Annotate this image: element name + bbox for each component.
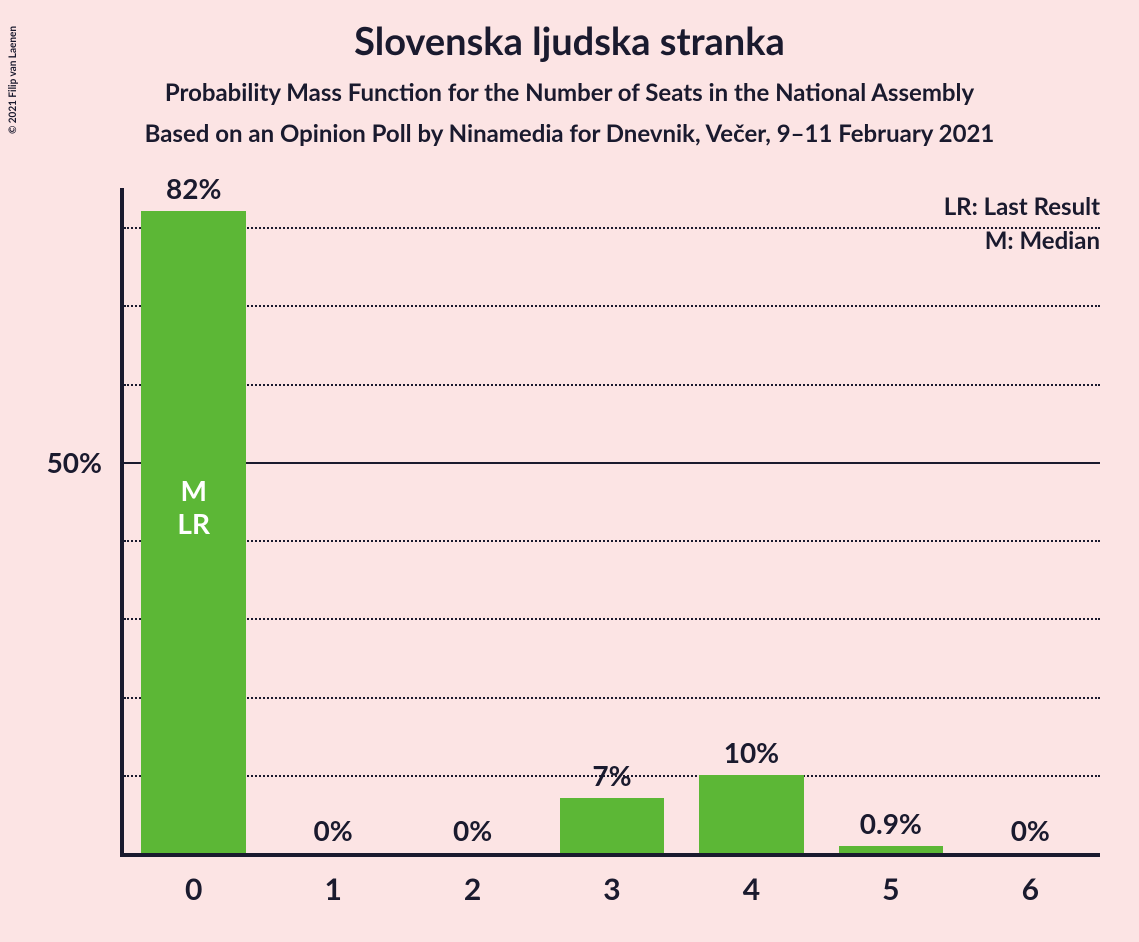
bar-annotation-m-lr: MLR — [177, 474, 210, 541]
bar — [560, 798, 665, 853]
x-tick-label: 2 — [464, 871, 481, 907]
x-tick-label: 0 — [185, 871, 202, 907]
gridline — [124, 227, 1100, 229]
x-tick-label: 4 — [743, 871, 760, 907]
bar-value-label: 82% — [166, 171, 221, 205]
gridline — [124, 305, 1100, 307]
gridline — [124, 540, 1100, 542]
chart-subtitle-1: Probability Mass Function for the Number… — [0, 78, 1139, 107]
x-tick-label: 5 — [882, 871, 899, 907]
x-tick-label: 6 — [1022, 871, 1039, 907]
annotation-last-result: LR — [177, 507, 210, 541]
x-tick-label: 3 — [603, 871, 620, 907]
annotation-median: M — [177, 474, 210, 508]
bar-value-label: 0% — [453, 813, 492, 847]
gridline — [124, 697, 1100, 699]
bar-value-label: 0% — [314, 813, 353, 847]
y-axis-label: 50% — [47, 445, 102, 479]
bar-value-label: 7% — [592, 758, 631, 792]
gridline — [124, 384, 1100, 386]
legend-median: M: Median — [985, 226, 1100, 255]
x-tick-label: 1 — [324, 871, 341, 907]
x-axis — [120, 853, 1100, 857]
bar-value-label: 10% — [724, 735, 779, 769]
bar — [839, 846, 944, 853]
bar-value-label: 0% — [1011, 813, 1050, 847]
chart-title: Slovenska ljudska stranka — [0, 18, 1139, 64]
chart-subtitle-2: Based on an Opinion Poll by Ninamedia fo… — [0, 119, 1139, 148]
legend-lr: LR: Last Result — [944, 192, 1100, 221]
y-axis — [120, 188, 124, 857]
copyright-text: © 2021 Filip van Laenen — [7, 26, 19, 134]
midline-50 — [124, 462, 1100, 464]
bar-value-label: 0.9% — [860, 806, 922, 840]
bar — [699, 775, 804, 853]
gridline — [124, 618, 1100, 620]
